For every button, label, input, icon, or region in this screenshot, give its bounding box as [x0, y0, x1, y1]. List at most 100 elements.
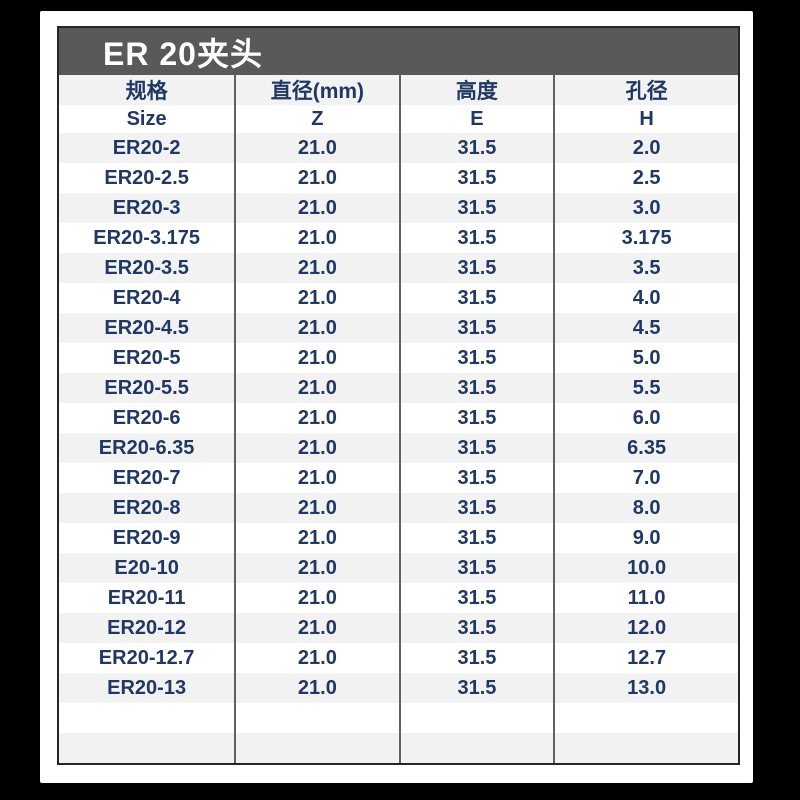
table-cell: ER20-12.7 [59, 643, 237, 673]
table-cell: 31.5 [401, 223, 556, 253]
table-cell: 21.0 [236, 463, 401, 493]
table-cell: 31.5 [401, 343, 556, 373]
table-row: ER20-4.5 21.0 31.5 4.5 [59, 313, 738, 343]
table-cell: 21.0 [236, 313, 401, 343]
table-cell [401, 703, 556, 733]
table-row: ER20-2.5 21.0 31.5 2.5 [59, 163, 738, 193]
table-cell: 5.5 [632, 376, 661, 399]
table-cell: 13.0 [627, 676, 667, 699]
table-row: ER20-6 21.0 31.5 6.0 [59, 403, 738, 433]
table-cell: 7.0 [632, 466, 661, 489]
table-row: ER20-12.7 21.0 31.5 12.7 [59, 643, 738, 673]
table-cell: 直径(mm) [236, 75, 401, 105]
table-cell: 孔径 [625, 80, 668, 103]
table-row: ER20-7 21.0 31.5 7.0 [59, 463, 738, 493]
table-cell: 21.0 [236, 223, 401, 253]
table-cell: 3.0 [632, 196, 661, 219]
table-cell: 31.5 [401, 373, 556, 403]
table-cell: 3.5 [632, 256, 661, 279]
table-cell [401, 733, 556, 763]
table-cell [555, 733, 738, 763]
table-cell: ER20-13 [59, 673, 237, 703]
table-row: ER20-6.35 21.0 31.5 6.35 [59, 433, 738, 463]
table-cell [59, 703, 237, 733]
table-cell: E [401, 105, 556, 133]
table-cell: ER20-4 [59, 283, 237, 313]
table-cell: ER20-9 [59, 523, 237, 553]
table-cell: ER20-3.175 [59, 223, 237, 253]
table-row: ER20-3 21.0 31.5 3.0 [59, 193, 738, 223]
header-row-zh: 规格 直径(mm) 高度 孔径 [59, 75, 738, 105]
table-cell: 31.5 [401, 463, 556, 493]
table-cell: ER20-5 [59, 343, 237, 373]
table-cell: 高度 [401, 75, 556, 105]
table-cell: ER20-5.5 [59, 373, 237, 403]
table-cell [555, 703, 738, 733]
table-cell: ER20-12 [59, 613, 237, 643]
table-cell: 2.5 [632, 166, 661, 189]
table-cell: 21.0 [236, 583, 401, 613]
table-cell: 4.5 [632, 316, 661, 339]
table-row: ER20-12 21.0 31.5 12.0 [59, 613, 738, 643]
table-cell: 31.5 [401, 163, 556, 193]
table-cell: 12.7 [627, 646, 667, 669]
table-cell: 31.5 [401, 613, 556, 643]
table-row: ER20-3.5 21.0 31.5 3.5 [59, 253, 738, 283]
table-cell: 31.5 [401, 553, 556, 583]
table-cell: 21.0 [236, 403, 401, 433]
table-row: ER20-3.175 21.0 31.5 3.175 [59, 223, 738, 253]
table-cell: 31.5 [401, 583, 556, 613]
empty-row [59, 703, 738, 733]
table-cell [236, 703, 401, 733]
table-cell: 21.0 [236, 163, 401, 193]
table-cell: 6.35 [627, 436, 667, 459]
table-cell: Size [59, 105, 237, 133]
table-cell: ER20-6.35 [59, 433, 237, 463]
table-cell: 21.0 [236, 433, 401, 463]
table-cell: Z [236, 105, 401, 133]
table-cell: ER20-2 [59, 133, 237, 163]
table-cell: 21.0 [236, 523, 401, 553]
table-cell: 31.5 [401, 493, 556, 523]
table-cell: ER20-3.5 [59, 253, 237, 283]
table-title-bar: ER 20夹头 [59, 28, 738, 75]
table-cell: 9.0 [632, 526, 661, 549]
table-cell: 21.0 [236, 553, 401, 583]
table-cell: 4.0 [632, 286, 661, 309]
table-cell: 12.0 [627, 616, 667, 639]
table-cell: 10.0 [627, 556, 667, 579]
table-cell: 21.0 [236, 283, 401, 313]
table-cell: ER20-6 [59, 403, 237, 433]
table-row: ER20-5.5 21.0 31.5 5.5 [59, 373, 738, 403]
table-cell [236, 733, 401, 763]
table-cell: 31.5 [401, 673, 556, 703]
table-row: ER20-5 21.0 31.5 5.0 [59, 343, 738, 373]
table-cell [59, 733, 237, 763]
table-row: ER20-2 21.0 31.5 2.0 [59, 133, 738, 163]
table-cell: H [639, 107, 654, 130]
table-cell: 规格 [59, 75, 237, 105]
table-cell: 31.5 [401, 253, 556, 283]
table-title: ER 20夹头 [103, 35, 263, 72]
table-cell: 21.0 [236, 343, 401, 373]
table-row: ER20-4 21.0 31.5 4.0 [59, 283, 738, 313]
table-cell: 31.5 [401, 283, 556, 313]
table-cell: 31.5 [401, 133, 556, 163]
table-cell: 21.0 [236, 673, 401, 703]
table-cell: 6.0 [632, 406, 661, 429]
table-cell: 31.5 [401, 313, 556, 343]
table-row: ER20-11 21.0 31.5 11.0 [59, 583, 738, 613]
table-cell: 31.5 [401, 523, 556, 553]
table-row: ER20-13 21.0 31.5 13.0 [59, 673, 738, 703]
table-cell: ER20-4.5 [59, 313, 237, 343]
table-row: E20-10 21.0 31.5 10.0 [59, 553, 738, 583]
table-cell: 21.0 [236, 613, 401, 643]
table-cell: 21.0 [236, 253, 401, 283]
table-cell: 11.0 [627, 586, 666, 609]
table-cell: 21.0 [236, 493, 401, 523]
empty-row [59, 733, 738, 763]
header-row-en: Size Z E H [59, 105, 738, 133]
table-cell: ER20-11 [59, 583, 237, 613]
table-cell: ER20-3 [59, 193, 237, 223]
product-spec-card: ER 20夹头 规格 直径(mm) 高度 孔径 Size Z E H ER20-2 21.0 31.… [40, 11, 753, 783]
